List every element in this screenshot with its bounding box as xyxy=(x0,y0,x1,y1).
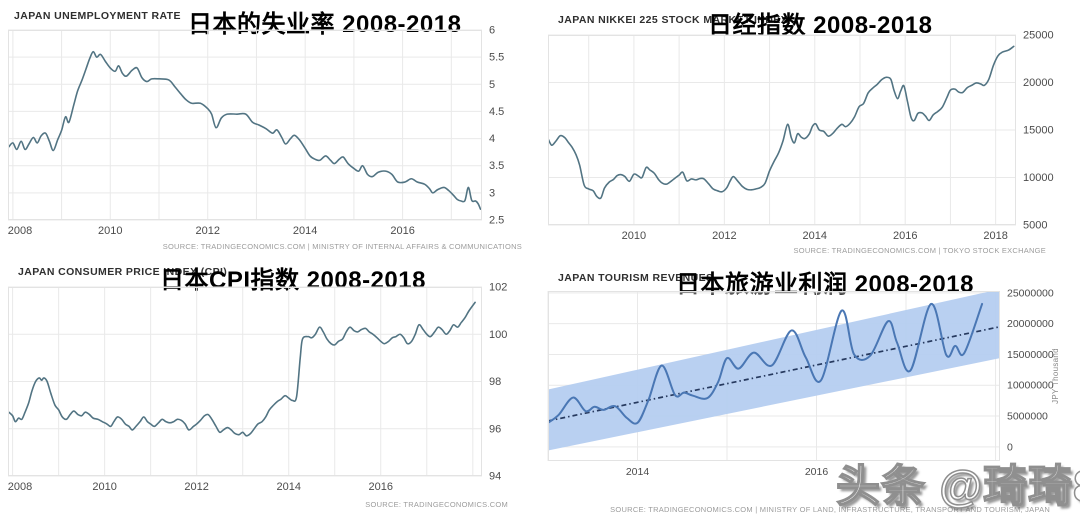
panel-nikkei: JAPAN NIKKEI 225 STOCK MARKET INDEX 日经指数… xyxy=(540,0,1080,258)
svg-text:2008: 2008 xyxy=(8,481,32,493)
chart-title-unemployment: 日本的失业率 2008-2018 xyxy=(188,11,462,38)
svg-text:2016: 2016 xyxy=(390,225,414,237)
svg-text:5: 5 xyxy=(489,79,495,91)
svg-text:94: 94 xyxy=(489,471,501,483)
panel-cpi: JAPAN CONSUMER PRICE INDEX (CPI) 日本CPI指数… xyxy=(0,258,540,519)
svg-text:5000000: 5000000 xyxy=(1007,411,1048,423)
svg-text:4: 4 xyxy=(489,133,495,145)
svg-text:5.5: 5.5 xyxy=(489,52,504,64)
svg-text:0: 0 xyxy=(1007,441,1013,453)
chart-eyebrow-nikkei: JAPAN NIKKEI 225 STOCK MARKET INDEX xyxy=(558,14,789,26)
svg-text:2010: 2010 xyxy=(92,481,116,493)
svg-text:20000000: 20000000 xyxy=(1007,318,1054,330)
source-credit-cpi: SOURCE: TRADINGECONOMICS.COM xyxy=(365,500,508,509)
svg-text:3.5: 3.5 xyxy=(489,160,504,172)
svg-text:2012: 2012 xyxy=(184,481,208,493)
toutiao-watermark: 头条 @琦琦80702 xyxy=(835,461,1080,512)
svg-text:2016: 2016 xyxy=(369,481,393,493)
nikkei-line-chart: 25000 20000 15000 10000 5000 2010 2012 2014 2016… xyxy=(548,30,1054,242)
svg-text:15000000: 15000000 xyxy=(1007,349,1054,361)
svg-text:2018: 2018 xyxy=(983,230,1007,242)
svg-text:2016: 2016 xyxy=(893,230,917,242)
svg-text:10000: 10000 xyxy=(1023,172,1054,184)
svg-text:2.5: 2.5 xyxy=(489,215,504,227)
svg-text:3: 3 xyxy=(489,187,495,199)
svg-text:20000: 20000 xyxy=(1023,77,1054,89)
svg-text:98: 98 xyxy=(489,376,501,388)
svg-text:4.5: 4.5 xyxy=(489,106,504,118)
panel-tourism: JAPAN TOURISM REVENUES 日本旅游业利润 2008-2018… xyxy=(540,258,1080,519)
chart-eyebrow-unemployment: JAPAN UNEMPLOYMENT RATE xyxy=(14,10,181,22)
svg-text:5000: 5000 xyxy=(1023,220,1047,232)
svg-text:JPY Thousand: JPY Thousand xyxy=(1051,348,1060,404)
svg-text:96: 96 xyxy=(489,423,501,435)
svg-text:10000000: 10000000 xyxy=(1007,380,1054,392)
svg-text:2010: 2010 xyxy=(98,225,122,237)
svg-text:100: 100 xyxy=(489,329,507,341)
svg-text:25000: 25000 xyxy=(1023,30,1054,42)
unemployment-line-chart: 6 5.5 5 4.5 4 3.5 3 2.5 2008 2010 2012 2014 2016 xyxy=(8,25,505,238)
svg-text:2010: 2010 xyxy=(622,230,646,242)
panel-unemployment: JAPAN UNEMPLOYMENT RATE 日本的失业率 2008-2018… xyxy=(0,0,540,258)
chart-eyebrow-cpi: JAPAN CONSUMER PRICE INDEX (CPI) xyxy=(18,266,228,278)
svg-text:2016: 2016 xyxy=(805,466,829,478)
cpi-line-chart: 102 100 98 96 94 2008 2010 2012 2014 2016 xyxy=(8,282,508,494)
source-credit-nikkei: SOURCE: TRADINGECONOMICS.COM | TOKYO STO… xyxy=(793,246,1046,255)
source-credit-tourism: SOURCE: TRADINGECONOMICS.COM | MINISTRY … xyxy=(610,505,1050,514)
svg-text:2014: 2014 xyxy=(293,225,317,237)
svg-text:6: 6 xyxy=(489,25,495,37)
svg-text:2012: 2012 xyxy=(712,230,736,242)
source-credit-unemployment: SOURCE: TRADINGECONOMICS.COM | MINISTRY … xyxy=(162,242,522,251)
svg-text:15000: 15000 xyxy=(1023,125,1054,137)
chart-title-tourism: 日本旅游业利润 2008-2018 xyxy=(676,271,974,298)
svg-text:2012: 2012 xyxy=(195,225,219,237)
chart-eyebrow-tourism: JAPAN TOURISM REVENUES xyxy=(558,272,714,284)
svg-text:102: 102 xyxy=(489,282,507,294)
svg-text:2008: 2008 xyxy=(8,225,32,237)
svg-text:2014: 2014 xyxy=(803,230,827,242)
svg-text:2014: 2014 xyxy=(276,481,300,493)
svg-text:2014: 2014 xyxy=(626,466,650,478)
tourism-forecast-chart: 25000000 20000000 15000000 10000000 5000000 0… xyxy=(547,287,1060,478)
svg-text:25000000: 25000000 xyxy=(1007,287,1054,299)
